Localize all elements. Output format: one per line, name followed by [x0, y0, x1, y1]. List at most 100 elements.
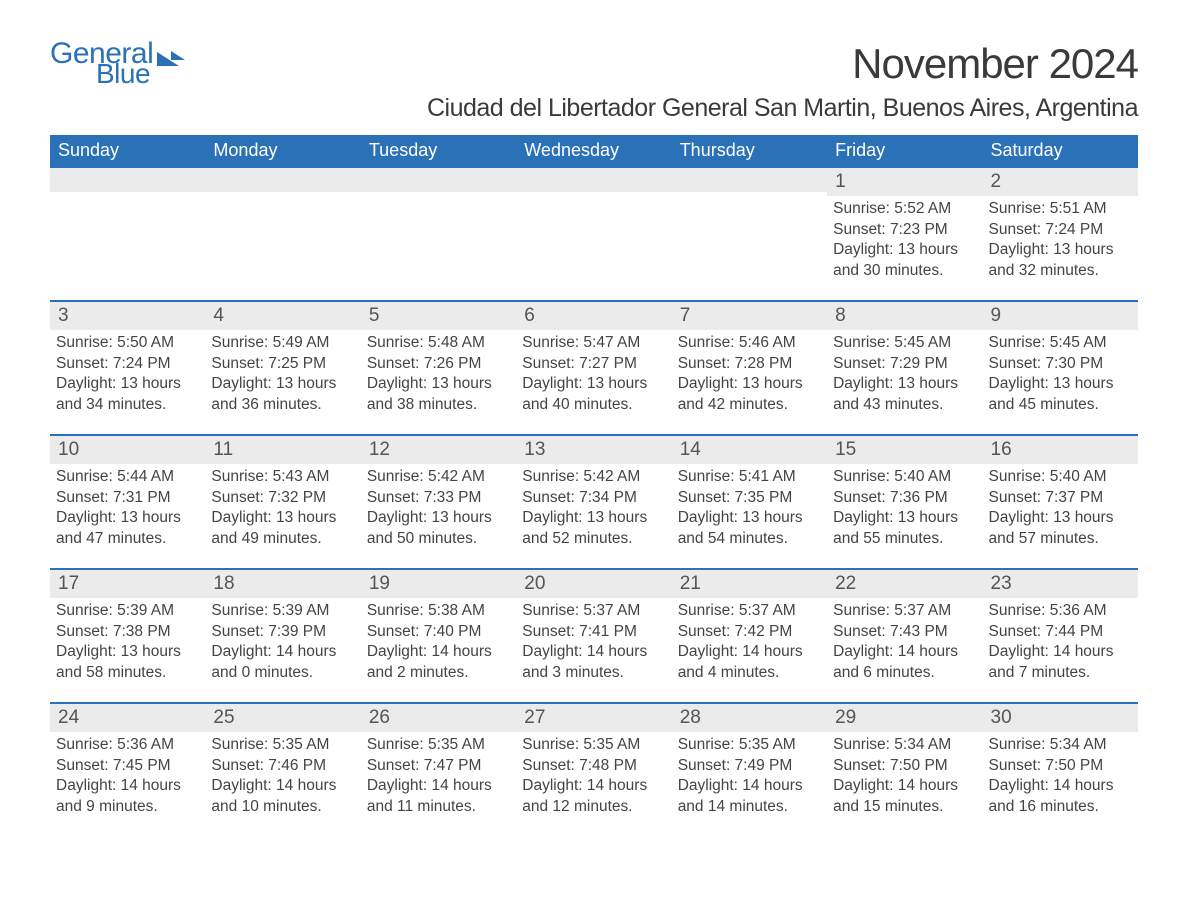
day-info-daylight2: and 36 minutes. — [211, 395, 354, 416]
day-number: 27 — [516, 704, 671, 732]
day-info-sunset: Sunset: 7:46 PM — [211, 756, 354, 777]
day-info-daylight2: and 6 minutes. — [833, 663, 976, 684]
day-cell: 4Sunrise: 5:49 AMSunset: 7:25 PMDaylight… — [205, 302, 360, 434]
day-info-daylight2: and 45 minutes. — [989, 395, 1132, 416]
day-info-sunset: Sunset: 7:33 PM — [367, 488, 510, 509]
day-info-daylight2: and 7 minutes. — [989, 663, 1132, 684]
day-info-sunset: Sunset: 7:47 PM — [367, 756, 510, 777]
day-info-sunset: Sunset: 7:41 PM — [522, 622, 665, 643]
weekday-header: Wednesday — [516, 135, 671, 166]
day-info-daylight1: Daylight: 13 hours — [211, 374, 354, 395]
day-info-daylight2: and 2 minutes. — [367, 663, 510, 684]
day-info-daylight1: Daylight: 13 hours — [833, 374, 976, 395]
day-number: 20 — [516, 570, 671, 598]
day-info-daylight1: Daylight: 14 hours — [678, 776, 821, 797]
day-number: 2 — [983, 168, 1138, 196]
day-info-daylight2: and 34 minutes. — [56, 395, 199, 416]
day-number: 23 — [983, 570, 1138, 598]
day-info-daylight2: and 50 minutes. — [367, 529, 510, 550]
day-number: 19 — [361, 570, 516, 598]
header: General Blue November 2024 Ciudad del Li… — [50, 40, 1138, 123]
day-info-daylight1: Daylight: 14 hours — [522, 642, 665, 663]
day-cell: 10Sunrise: 5:44 AMSunset: 7:31 PMDayligh… — [50, 436, 205, 568]
day-info-daylight1: Daylight: 13 hours — [56, 508, 199, 529]
day-info-sunrise: Sunrise: 5:37 AM — [522, 601, 665, 622]
day-info-daylight1: Daylight: 13 hours — [989, 508, 1132, 529]
day-info-daylight1: Daylight: 13 hours — [367, 508, 510, 529]
location-subtitle: Ciudad del Libertador General San Martin… — [427, 94, 1138, 123]
day-info-sunrise: Sunrise: 5:36 AM — [989, 601, 1132, 622]
day-number: 9 — [983, 302, 1138, 330]
day-cell — [50, 168, 205, 300]
day-info-daylight2: and 4 minutes. — [678, 663, 821, 684]
day-cell: 2Sunrise: 5:51 AMSunset: 7:24 PMDaylight… — [983, 168, 1138, 300]
day-info-daylight2: and 11 minutes. — [367, 797, 510, 818]
day-cell: 24Sunrise: 5:36 AMSunset: 7:45 PMDayligh… — [50, 704, 205, 836]
day-info-sunrise: Sunrise: 5:39 AM — [211, 601, 354, 622]
day-info-daylight2: and 0 minutes. — [211, 663, 354, 684]
day-cell: 28Sunrise: 5:35 AMSunset: 7:49 PMDayligh… — [672, 704, 827, 836]
day-cell: 14Sunrise: 5:41 AMSunset: 7:35 PMDayligh… — [672, 436, 827, 568]
day-info-sunset: Sunset: 7:35 PM — [678, 488, 821, 509]
day-info-sunrise: Sunrise: 5:38 AM — [367, 601, 510, 622]
day-info-daylight2: and 43 minutes. — [833, 395, 976, 416]
day-info-sunrise: Sunrise: 5:45 AM — [833, 333, 976, 354]
empty-day-header — [205, 168, 360, 192]
empty-day-header — [672, 168, 827, 192]
day-info-daylight2: and 47 minutes. — [56, 529, 199, 550]
day-cell: 17Sunrise: 5:39 AMSunset: 7:38 PMDayligh… — [50, 570, 205, 702]
day-info-sunset: Sunset: 7:50 PM — [833, 756, 976, 777]
day-info-daylight2: and 40 minutes. — [522, 395, 665, 416]
day-number: 30 — [983, 704, 1138, 732]
day-info-sunrise: Sunrise: 5:48 AM — [367, 333, 510, 354]
day-info-daylight2: and 54 minutes. — [678, 529, 821, 550]
day-info-daylight2: and 52 minutes. — [522, 529, 665, 550]
calendar: SundayMondayTuesdayWednesdayThursdayFrid… — [50, 135, 1138, 836]
day-info-sunset: Sunset: 7:49 PM — [678, 756, 821, 777]
day-info-daylight2: and 9 minutes. — [56, 797, 199, 818]
day-info-daylight1: Daylight: 14 hours — [56, 776, 199, 797]
day-info-sunset: Sunset: 7:37 PM — [989, 488, 1132, 509]
day-info-sunset: Sunset: 7:45 PM — [56, 756, 199, 777]
day-info-daylight1: Daylight: 14 hours — [211, 642, 354, 663]
day-info-sunrise: Sunrise: 5:52 AM — [833, 199, 976, 220]
day-info-sunset: Sunset: 7:24 PM — [56, 354, 199, 375]
day-number: 17 — [50, 570, 205, 598]
week-row: 10Sunrise: 5:44 AMSunset: 7:31 PMDayligh… — [50, 434, 1138, 568]
day-number: 22 — [827, 570, 982, 598]
day-cell — [672, 168, 827, 300]
day-cell: 3Sunrise: 5:50 AMSunset: 7:24 PMDaylight… — [50, 302, 205, 434]
day-info-daylight2: and 57 minutes. — [989, 529, 1132, 550]
day-cell: 9Sunrise: 5:45 AMSunset: 7:30 PMDaylight… — [983, 302, 1138, 434]
day-info-daylight1: Daylight: 13 hours — [56, 642, 199, 663]
day-info-sunrise: Sunrise: 5:36 AM — [56, 735, 199, 756]
day-info-sunset: Sunset: 7:50 PM — [989, 756, 1132, 777]
day-cell: 26Sunrise: 5:35 AMSunset: 7:47 PMDayligh… — [361, 704, 516, 836]
day-info-sunset: Sunset: 7:27 PM — [522, 354, 665, 375]
day-cell: 11Sunrise: 5:43 AMSunset: 7:32 PMDayligh… — [205, 436, 360, 568]
day-info-sunset: Sunset: 7:24 PM — [989, 220, 1132, 241]
day-cell: 18Sunrise: 5:39 AMSunset: 7:39 PMDayligh… — [205, 570, 360, 702]
weekday-header-row: SundayMondayTuesdayWednesdayThursdayFrid… — [50, 135, 1138, 166]
day-number: 4 — [205, 302, 360, 330]
day-info-sunset: Sunset: 7:26 PM — [367, 354, 510, 375]
day-info-daylight1: Daylight: 14 hours — [522, 776, 665, 797]
day-cell: 27Sunrise: 5:35 AMSunset: 7:48 PMDayligh… — [516, 704, 671, 836]
day-info-sunrise: Sunrise: 5:42 AM — [367, 467, 510, 488]
week-row: 24Sunrise: 5:36 AMSunset: 7:45 PMDayligh… — [50, 702, 1138, 836]
day-info-sunrise: Sunrise: 5:37 AM — [833, 601, 976, 622]
day-number: 3 — [50, 302, 205, 330]
day-info-sunrise: Sunrise: 5:34 AM — [989, 735, 1132, 756]
day-info-daylight1: Daylight: 13 hours — [522, 374, 665, 395]
day-info-daylight1: Daylight: 13 hours — [367, 374, 510, 395]
day-info-sunrise: Sunrise: 5:37 AM — [678, 601, 821, 622]
day-info-sunrise: Sunrise: 5:49 AM — [211, 333, 354, 354]
day-info-sunrise: Sunrise: 5:40 AM — [989, 467, 1132, 488]
day-info-sunrise: Sunrise: 5:46 AM — [678, 333, 821, 354]
day-cell: 25Sunrise: 5:35 AMSunset: 7:46 PMDayligh… — [205, 704, 360, 836]
empty-day-header — [50, 168, 205, 192]
day-cell: 7Sunrise: 5:46 AMSunset: 7:28 PMDaylight… — [672, 302, 827, 434]
day-info-sunrise: Sunrise: 5:51 AM — [989, 199, 1132, 220]
day-number: 18 — [205, 570, 360, 598]
day-number: 13 — [516, 436, 671, 464]
